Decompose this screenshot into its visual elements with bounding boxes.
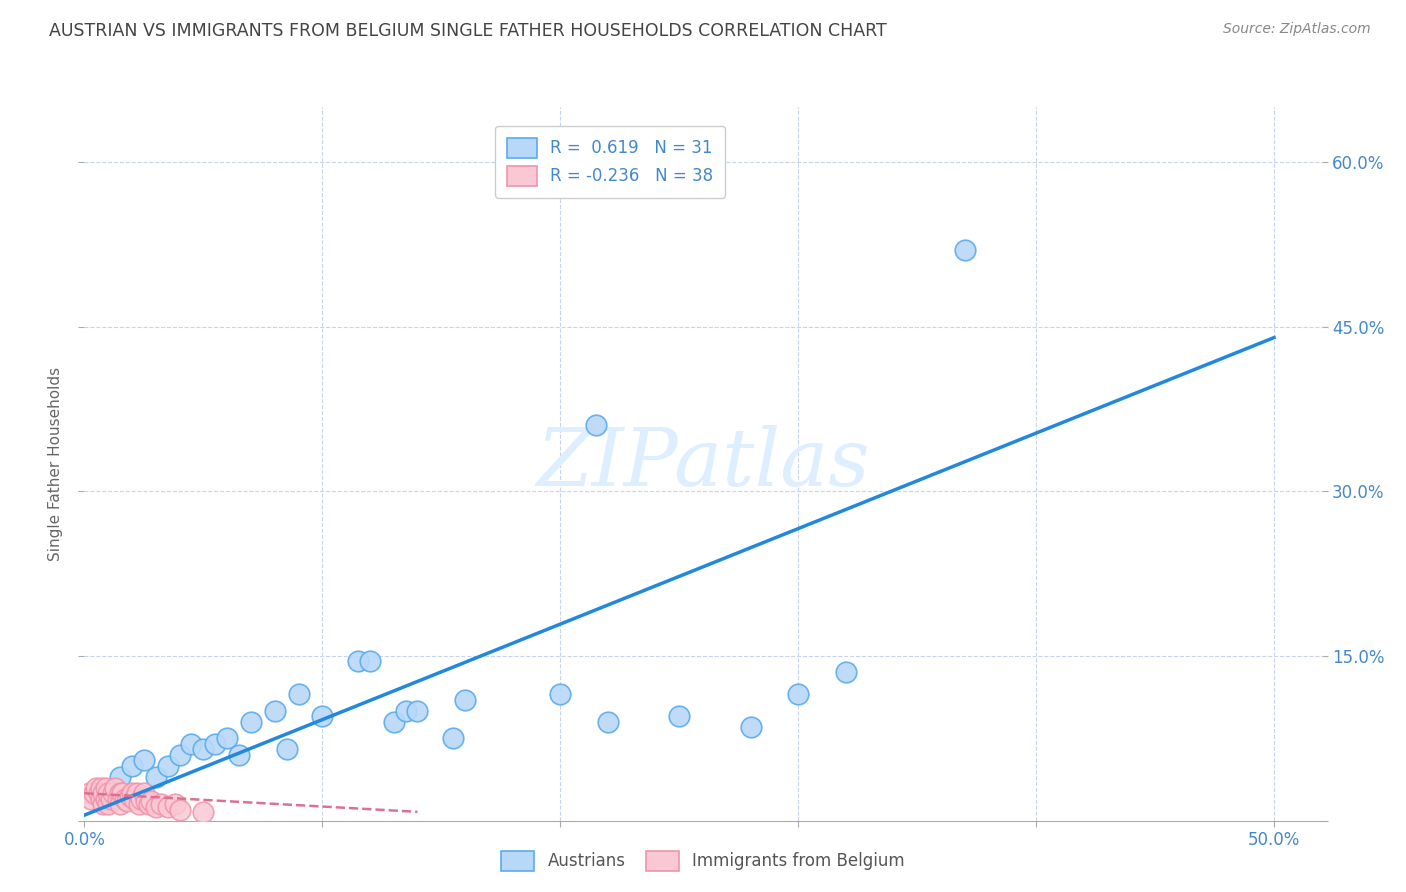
Point bbox=[139, 794, 162, 808]
Point bbox=[276, 742, 298, 756]
Point bbox=[118, 789, 141, 804]
Point bbox=[101, 786, 124, 800]
Point bbox=[87, 786, 110, 800]
Point bbox=[108, 786, 131, 800]
Point bbox=[108, 797, 131, 812]
Point bbox=[740, 720, 762, 734]
Point bbox=[107, 791, 129, 805]
Point bbox=[156, 800, 179, 814]
Point bbox=[359, 655, 381, 669]
Legend: R =  0.619   N = 31, R = -0.236   N = 38: R = 0.619 N = 31, R = -0.236 N = 38 bbox=[495, 126, 725, 197]
Point bbox=[80, 791, 103, 805]
Point bbox=[193, 805, 215, 819]
Point bbox=[163, 797, 186, 812]
Point bbox=[77, 786, 100, 800]
Point bbox=[263, 704, 285, 718]
Point bbox=[441, 731, 464, 746]
Point bbox=[138, 797, 160, 812]
Point bbox=[228, 747, 250, 762]
Point bbox=[596, 714, 619, 729]
Point bbox=[115, 794, 138, 808]
Point bbox=[108, 770, 131, 784]
Point bbox=[90, 791, 112, 805]
Point bbox=[239, 714, 262, 729]
Point bbox=[668, 709, 690, 723]
Point bbox=[193, 742, 215, 756]
Point bbox=[787, 687, 810, 701]
Point bbox=[180, 737, 202, 751]
Point bbox=[145, 770, 167, 784]
Point bbox=[311, 709, 333, 723]
Point bbox=[97, 797, 120, 812]
Point bbox=[953, 243, 976, 257]
Point bbox=[204, 737, 226, 751]
Point bbox=[125, 786, 148, 800]
Point bbox=[585, 418, 607, 433]
Text: AUSTRIAN VS IMMIGRANTS FROM BELGIUM SINGLE FATHER HOUSEHOLDS CORRELATION CHART: AUSTRIAN VS IMMIGRANTS FROM BELGIUM SING… bbox=[49, 22, 887, 40]
Point bbox=[548, 687, 571, 701]
Point bbox=[121, 786, 143, 800]
Legend: Austrians, Immigrants from Belgium: Austrians, Immigrants from Belgium bbox=[492, 842, 914, 880]
Point bbox=[169, 747, 191, 762]
Point bbox=[132, 753, 155, 767]
Point bbox=[90, 780, 112, 795]
Point bbox=[100, 791, 122, 805]
Point bbox=[406, 704, 429, 718]
Point bbox=[835, 665, 858, 680]
Point bbox=[84, 780, 107, 795]
Y-axis label: Single Father Households: Single Father Households bbox=[48, 367, 63, 561]
Point bbox=[156, 758, 179, 772]
Point bbox=[104, 780, 127, 795]
Point bbox=[94, 780, 117, 795]
Point bbox=[124, 791, 146, 805]
Point bbox=[93, 786, 115, 800]
Point bbox=[114, 791, 136, 805]
Text: ZIPatlas: ZIPatlas bbox=[536, 425, 870, 502]
Point bbox=[217, 731, 239, 746]
Point bbox=[287, 687, 309, 701]
Point bbox=[135, 794, 157, 808]
Point bbox=[93, 797, 115, 812]
Point bbox=[83, 786, 105, 800]
Point bbox=[131, 791, 153, 805]
Text: Source: ZipAtlas.com: Source: ZipAtlas.com bbox=[1223, 22, 1371, 37]
Point bbox=[145, 800, 167, 814]
Point bbox=[128, 797, 150, 812]
Point bbox=[454, 693, 477, 707]
Point bbox=[394, 704, 416, 718]
Point bbox=[111, 786, 134, 800]
Point bbox=[382, 714, 405, 729]
Point bbox=[347, 655, 370, 669]
Point bbox=[121, 758, 143, 772]
Point bbox=[132, 786, 155, 800]
Point bbox=[97, 786, 120, 800]
Point bbox=[169, 803, 191, 817]
Point bbox=[149, 797, 172, 812]
Point bbox=[94, 791, 117, 805]
